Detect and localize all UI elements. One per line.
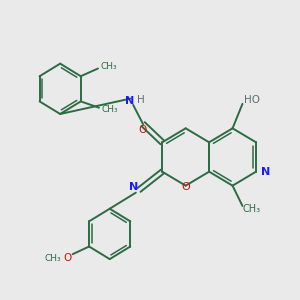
Text: N: N — [124, 96, 134, 106]
Text: CH₃: CH₃ — [100, 62, 117, 71]
Text: N: N — [128, 182, 138, 192]
Text: O: O — [64, 254, 72, 263]
Text: N: N — [261, 167, 270, 177]
Text: O: O — [181, 182, 190, 192]
Text: O: O — [139, 125, 147, 135]
Text: H: H — [136, 94, 144, 105]
Text: HO: HO — [244, 94, 260, 105]
Text: CH₃: CH₃ — [243, 204, 261, 214]
Text: CH₃: CH₃ — [44, 254, 61, 263]
Text: CH₃: CH₃ — [101, 105, 118, 114]
